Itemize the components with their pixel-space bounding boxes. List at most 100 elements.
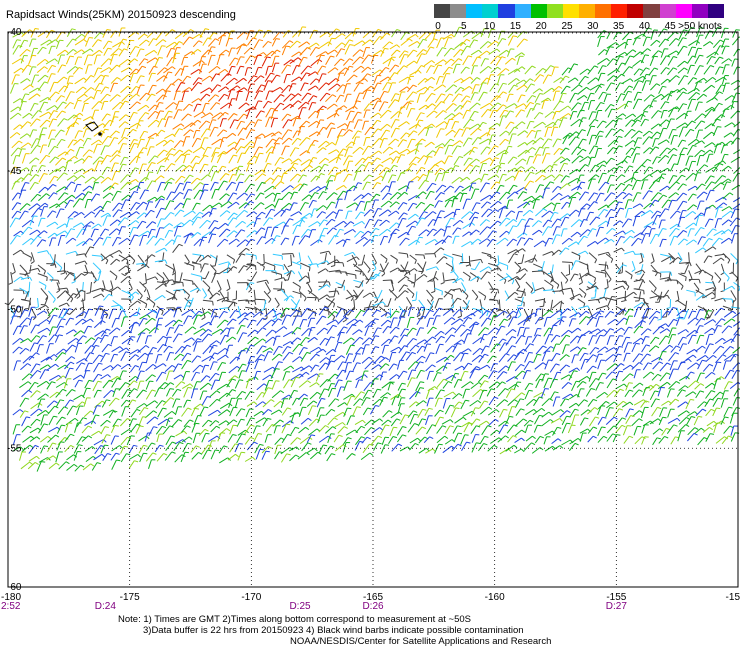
wind-barb <box>385 259 388 264</box>
wind-barb <box>627 155 632 158</box>
wind-barb <box>74 260 85 265</box>
wind-barb <box>718 279 722 283</box>
wind-barb <box>195 254 202 264</box>
wind-barb <box>110 162 116 173</box>
wind-barb <box>49 82 55 93</box>
wind-barb <box>684 264 690 274</box>
wind-barb <box>721 45 726 55</box>
wind-barb <box>92 293 102 299</box>
wind-barb <box>335 94 341 103</box>
wind-barb <box>415 167 422 175</box>
wind-barb <box>405 31 410 35</box>
wind-barb <box>638 291 642 301</box>
wind-barb <box>558 85 563 89</box>
wind-barb <box>353 279 363 284</box>
wind-barb <box>400 132 407 140</box>
wind-barb <box>281 45 287 56</box>
wind-barb <box>443 138 451 148</box>
wind-barb <box>677 103 684 113</box>
wind-barb <box>655 233 660 236</box>
wind-barb <box>345 67 350 71</box>
wind-barb <box>243 209 248 213</box>
wind-barb <box>627 90 633 93</box>
wind-barb <box>469 229 477 236</box>
wind-barb <box>416 93 421 103</box>
wind-barb <box>73 168 83 175</box>
wind-barb <box>91 39 99 48</box>
wind-barb <box>145 137 151 148</box>
wind-barb <box>63 82 70 93</box>
wind-barb <box>386 315 391 319</box>
wind-barb <box>90 221 95 225</box>
wind-barb <box>633 291 637 296</box>
wind-barb <box>225 132 233 139</box>
wind-barb <box>254 173 263 182</box>
wind-barb <box>216 280 222 290</box>
wind-barb <box>425 229 430 233</box>
wind-barb <box>370 193 377 202</box>
wind-barb <box>535 184 541 193</box>
wind-barb <box>487 254 497 260</box>
wind-barb <box>523 195 533 202</box>
wind-barb <box>658 173 663 182</box>
wind-barb <box>417 155 425 164</box>
wind-barb <box>529 209 534 213</box>
wind-barb <box>425 46 431 55</box>
wind-barb <box>594 277 597 283</box>
wind-barb <box>54 105 58 109</box>
wind-barb <box>18 189 23 199</box>
wind-barb <box>110 258 117 266</box>
wind-barb <box>156 281 166 284</box>
wind-barb <box>484 58 489 60</box>
wind-barb <box>403 65 408 68</box>
wind-barb <box>362 89 368 100</box>
wind-barb <box>260 192 265 195</box>
wind-barb <box>431 141 435 146</box>
wind-barb <box>550 127 555 137</box>
wind-barb <box>551 264 554 274</box>
wind-barb <box>533 240 543 248</box>
wind-barb <box>684 300 688 312</box>
wind-barb <box>336 128 343 138</box>
wind-barb <box>265 209 272 219</box>
wind-barb <box>610 82 616 85</box>
wind-barb <box>558 117 564 128</box>
wind-barb <box>201 277 206 280</box>
wind-barb <box>445 119 450 130</box>
wind-barb <box>567 77 576 83</box>
wind-barb <box>293 202 298 204</box>
wind-barb <box>74 130 80 139</box>
wind-barb <box>405 181 410 192</box>
wind-barb <box>459 193 464 203</box>
wind-barb <box>208 308 217 314</box>
wind-barb <box>398 252 408 255</box>
wind-barb <box>596 120 604 129</box>
wind-barb <box>349 65 354 68</box>
wind-barb <box>386 123 391 128</box>
wind-barb <box>596 305 608 310</box>
wind-barb <box>489 102 499 111</box>
wind-barb <box>16 234 21 238</box>
wind-barb <box>390 49 398 57</box>
wind-barb <box>118 164 123 173</box>
wind-barb <box>342 239 347 247</box>
wind-barb <box>265 146 273 154</box>
wind-barb <box>658 28 665 37</box>
wind-barb <box>360 200 365 203</box>
wind-barb <box>607 147 614 155</box>
wind-barb <box>103 293 110 301</box>
wind-barb <box>704 108 712 119</box>
wind-barb <box>729 217 737 227</box>
wind-barb <box>107 212 112 217</box>
wind-barb <box>675 75 680 79</box>
wind-barb <box>557 218 562 221</box>
wind-barb <box>732 203 740 210</box>
wind-barb <box>542 147 546 156</box>
wind-barb <box>517 130 525 137</box>
wind-barb <box>56 168 61 172</box>
wind-barb <box>649 210 654 214</box>
wind-barb <box>544 127 549 138</box>
wind-barb <box>662 85 667 88</box>
wind-barb <box>488 122 498 130</box>
wind-barb <box>200 128 208 138</box>
